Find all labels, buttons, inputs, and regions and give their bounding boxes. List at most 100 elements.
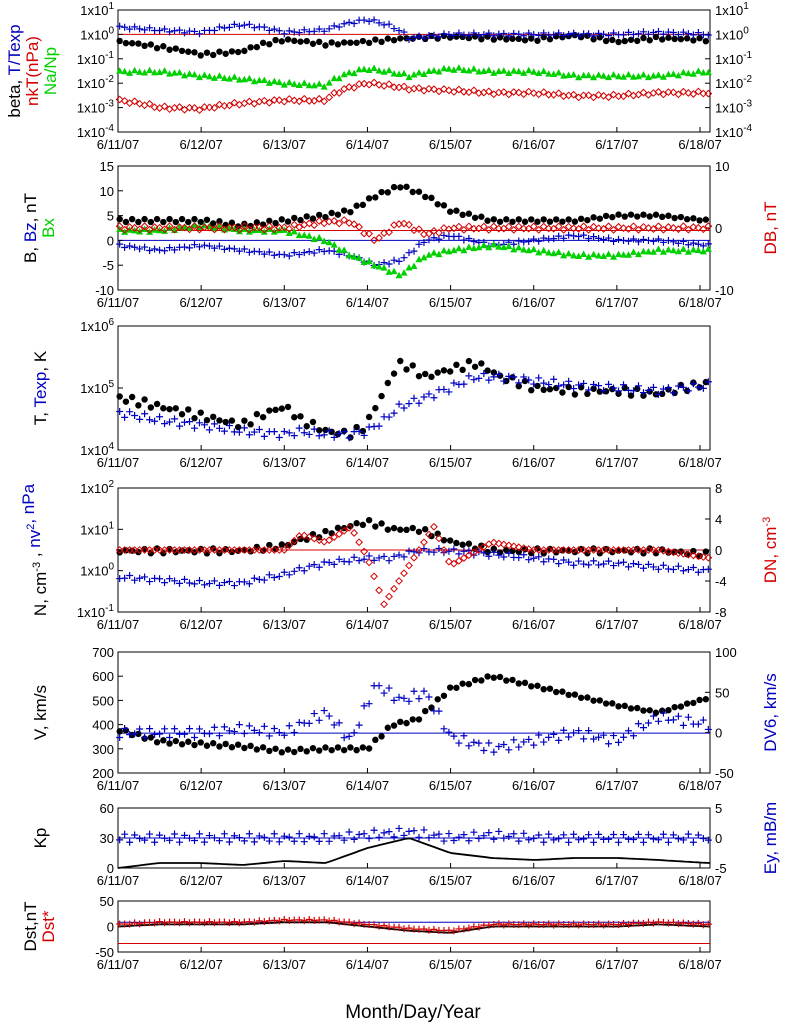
data-point bbox=[303, 748, 310, 755]
data-point bbox=[230, 582, 238, 590]
data-point bbox=[545, 248, 553, 256]
data-point bbox=[245, 248, 253, 256]
data-point bbox=[640, 707, 647, 714]
data-point bbox=[540, 234, 548, 242]
data-point bbox=[435, 250, 443, 258]
data-point bbox=[400, 82, 408, 91]
data-point bbox=[639, 247, 647, 255]
data-point bbox=[690, 547, 697, 555]
data-point bbox=[195, 419, 203, 427]
data-point bbox=[116, 215, 123, 223]
data-point bbox=[455, 244, 463, 252]
data-point bbox=[200, 546, 209, 554]
data-point bbox=[639, 919, 647, 927]
data-point bbox=[499, 540, 508, 549]
data-point bbox=[485, 243, 493, 251]
data-point bbox=[295, 97, 304, 106]
data-point bbox=[694, 919, 702, 927]
data-point bbox=[475, 834, 483, 842]
data-point bbox=[166, 28, 174, 36]
data-point bbox=[596, 34, 604, 41]
data-point bbox=[315, 80, 323, 87]
data-point bbox=[190, 27, 198, 35]
data-point bbox=[634, 560, 642, 568]
data-point bbox=[664, 384, 672, 392]
data-point bbox=[520, 920, 528, 928]
data-point bbox=[420, 925, 428, 933]
data-point bbox=[699, 835, 707, 843]
data-point bbox=[245, 74, 253, 82]
data-point bbox=[200, 838, 208, 846]
data-point bbox=[430, 831, 438, 839]
data-point bbox=[390, 584, 398, 593]
data-point bbox=[671, 703, 678, 711]
data-point bbox=[699, 225, 708, 234]
data-point bbox=[579, 546, 588, 554]
data-point bbox=[141, 573, 149, 581]
data-point bbox=[200, 241, 208, 249]
data-point bbox=[300, 79, 308, 86]
data-point bbox=[385, 66, 393, 74]
data-point bbox=[126, 69, 134, 76]
data-point bbox=[500, 67, 508, 74]
data-point bbox=[649, 248, 657, 255]
data-point bbox=[160, 102, 169, 111]
data-point bbox=[131, 730, 139, 738]
data-point bbox=[115, 95, 124, 104]
data-point bbox=[250, 838, 258, 846]
data-point bbox=[205, 730, 213, 738]
data-point bbox=[235, 76, 243, 83]
data-point bbox=[372, 194, 379, 201]
data-point bbox=[652, 549, 660, 557]
data-point bbox=[585, 386, 593, 394]
data-point bbox=[240, 578, 248, 586]
x-tick-label: 6/13/07 bbox=[263, 295, 306, 310]
data-point bbox=[495, 551, 503, 559]
data-point bbox=[340, 746, 348, 754]
data-point bbox=[395, 551, 403, 559]
data-point bbox=[654, 390, 662, 398]
data-point bbox=[704, 553, 713, 562]
data-point bbox=[191, 215, 198, 223]
data-point bbox=[360, 702, 368, 710]
data-point bbox=[116, 549, 123, 556]
data-point bbox=[624, 546, 633, 554]
data-point bbox=[480, 370, 488, 378]
data-point bbox=[595, 830, 603, 838]
data-point bbox=[172, 405, 179, 412]
data-point bbox=[403, 526, 410, 534]
x-tick-label: 6/18/07 bbox=[678, 137, 721, 152]
data-point bbox=[316, 38, 323, 46]
data-point bbox=[415, 833, 423, 841]
data-point bbox=[580, 560, 588, 568]
data-point bbox=[160, 225, 169, 234]
data-point bbox=[669, 389, 677, 397]
data-point bbox=[600, 387, 608, 395]
data-point bbox=[639, 28, 647, 36]
data-point bbox=[345, 828, 353, 836]
data-point bbox=[555, 232, 563, 240]
data-point bbox=[471, 363, 479, 370]
data-point bbox=[186, 418, 194, 426]
data-point bbox=[564, 222, 573, 231]
data-point bbox=[370, 826, 378, 834]
data-point bbox=[160, 546, 169, 554]
data-point bbox=[175, 546, 184, 554]
data-point bbox=[634, 830, 642, 838]
data-point bbox=[610, 831, 618, 839]
data-point bbox=[410, 33, 418, 41]
data-point bbox=[602, 388, 610, 395]
data-point bbox=[285, 27, 293, 35]
data-point bbox=[150, 546, 159, 554]
x-tick-label: 6/13/07 bbox=[263, 778, 306, 793]
data-point bbox=[350, 553, 358, 561]
data-point bbox=[664, 245, 672, 253]
data-point bbox=[446, 368, 454, 375]
data-point bbox=[203, 416, 211, 424]
data-point bbox=[595, 251, 603, 259]
data-point bbox=[403, 366, 410, 373]
data-point bbox=[147, 41, 155, 48]
data-point bbox=[334, 211, 342, 218]
data-point bbox=[450, 32, 458, 40]
right-tick-label: 0 bbox=[715, 543, 722, 558]
